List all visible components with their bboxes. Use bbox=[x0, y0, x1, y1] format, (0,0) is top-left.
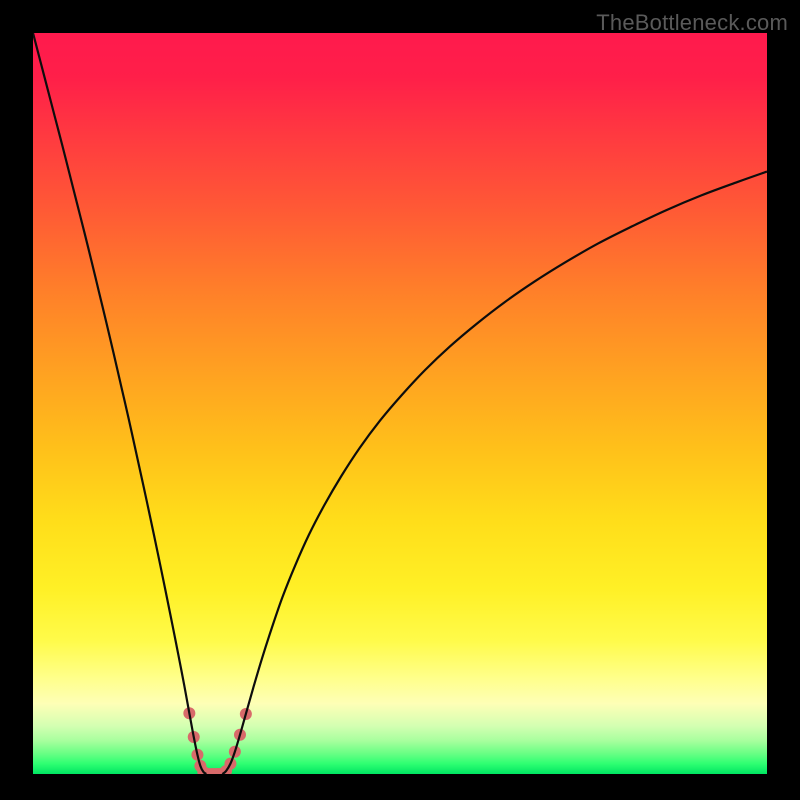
gradient-rect bbox=[33, 33, 767, 774]
root-container: TheBottleneck.com bbox=[0, 0, 800, 800]
plot-area bbox=[33, 33, 767, 774]
gradient-background bbox=[33, 33, 767, 774]
